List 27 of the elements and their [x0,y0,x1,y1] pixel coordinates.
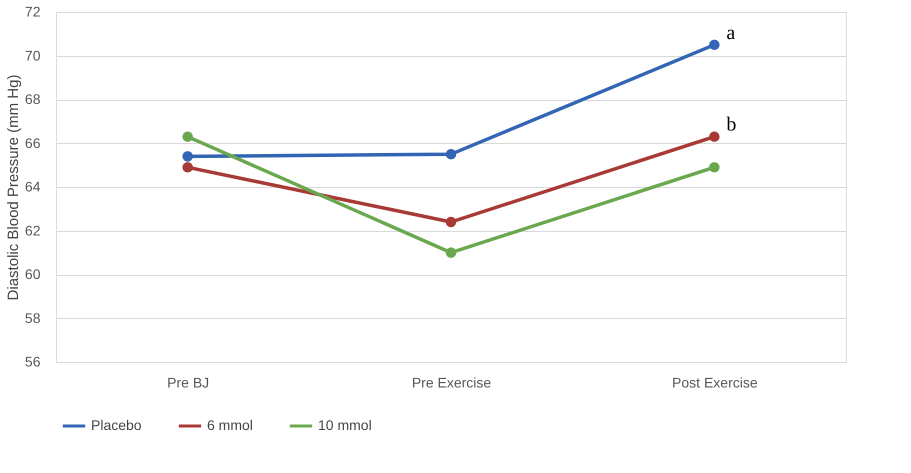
legend-label: Placebo [91,417,142,433]
y-axis-title: Diastolic Blood Pressure (mm Hg) [4,74,22,300]
y-tick-label: 72 [24,4,41,20]
x-tick-label: Pre BJ [167,374,210,390]
point [709,131,720,142]
point [709,40,720,50]
point [182,151,193,162]
y-tick-label: 66 [24,134,41,151]
point [446,216,456,228]
point [709,162,720,173]
y-tick-label: 64 [24,178,41,194]
y-tick-label: 56 [24,354,41,370]
y-tick-label: 70 [24,47,41,64]
annotation: b [726,114,736,136]
y-tick-label: 58 [24,310,41,326]
point [182,162,193,173]
point [446,247,456,258]
point [182,131,193,142]
x-tick-label: Post Exercise [672,374,758,390]
y-tick-label: 62 [24,222,41,238]
legend-label: 10 mmol [318,417,372,433]
y-tick-label: 68 [24,91,41,107]
annotation: a [726,22,736,44]
legend-label: 6 mmol [207,417,253,433]
x-tick-label: Pre Exercise [412,374,492,390]
y-tick-label: 60 [24,266,41,282]
point [446,148,456,160]
